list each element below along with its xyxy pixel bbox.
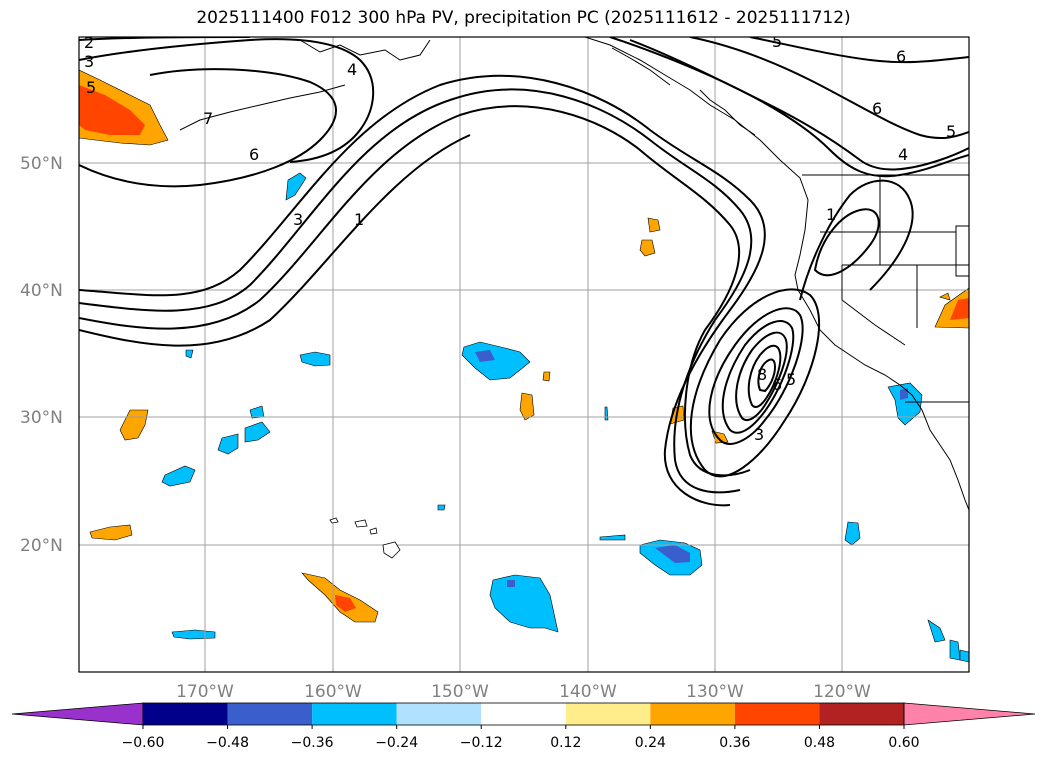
precip-negative-patch (244, 421, 271, 443)
colorbar-tick-label: 0.60 (888, 735, 919, 751)
contour-label: 5 (946, 122, 956, 141)
colorbar-extend-max (903, 702, 1036, 726)
precip-positive-core (335, 595, 356, 612)
contour-label: 3 (293, 210, 303, 229)
contour-label: 1 (354, 210, 364, 229)
map-frame (78, 36, 970, 673)
lon-label: 160°W (304, 682, 362, 702)
lat-label: 30°N (20, 408, 63, 428)
precip-negative-core (475, 350, 495, 362)
lat-label: 50°N (20, 154, 63, 174)
contour-label: 6 (772, 375, 782, 394)
precip-positive-core (950, 298, 969, 320)
colorbar-tick-label: −0.60 (122, 735, 165, 751)
lat-label: 20°N (20, 536, 63, 556)
colorbar-extend-min (11, 702, 144, 726)
colorbar-segment (396, 703, 482, 725)
precip-negative-patch (161, 465, 196, 487)
borders (802, 174, 969, 403)
colorbar-segment (734, 703, 820, 725)
colorbar-segment (565, 703, 651, 725)
precip-positive-patch (939, 292, 951, 301)
contour-label: 5 (772, 32, 782, 51)
colorbar-segment (650, 703, 735, 725)
contour-label: 8 (757, 365, 767, 384)
precip-negative-core (900, 388, 908, 400)
precip-negative-patch (437, 504, 446, 511)
precip-negative-patch (185, 349, 194, 359)
lon-label: 120°W (813, 682, 871, 702)
precip-positive-patch (89, 524, 133, 541)
colorbar-tick-label: −0.48 (206, 735, 249, 751)
precip-negative-patch (927, 619, 946, 643)
longitude-labels: 170°W 160°W 150°W 140°W 130°W 120°W (176, 682, 871, 702)
contour-label: 3 (84, 52, 94, 71)
contour-label: 5 (86, 78, 96, 97)
lon-label: 150°W (431, 682, 489, 702)
lat-label: 40°N (20, 281, 63, 301)
contour-label: 6 (249, 145, 259, 164)
contour-label: 6 (896, 47, 906, 66)
map-area: 2 3 5 7 6 3 1 4 5 6 6 5 4 8 6 5 3 1 (79, 32, 969, 672)
colorbar-tick-label: 0.12 (550, 735, 581, 751)
lon-label: 140°W (559, 682, 617, 702)
contour-label: 4 (898, 145, 908, 164)
colorbar: −0.60 −0.48 −0.36 −0.24 −0.12 0.12 0.24 0.36 0.4… (11, 702, 1036, 751)
map-title: 2025111400 F012 300 hPa PV, precipitatio… (196, 8, 851, 28)
colorbar-tick-label: −0.24 (375, 735, 418, 751)
precip-negative-core (655, 545, 690, 563)
precip-negative-patch (844, 521, 861, 546)
colorbar-segment (312, 703, 397, 725)
gridlines (79, 37, 969, 672)
contour-label: 5 (786, 370, 796, 389)
contour-label: 4 (347, 60, 357, 79)
islands (329, 517, 401, 559)
precip-negative-patch (599, 534, 626, 541)
coastlines (179, 37, 969, 511)
colorbar-tick-label: 0.36 (719, 735, 750, 751)
precip-positive-core (79, 85, 145, 135)
precip-negative-patch (217, 433, 239, 455)
precip-positive-patch (647, 217, 661, 233)
colorbar-frame (142, 702, 905, 726)
colorbar-tick-label: −0.36 (291, 735, 334, 751)
lon-label: 130°W (686, 682, 744, 702)
precip-negative-patch (887, 382, 923, 426)
colorbar-segment (227, 703, 313, 725)
colorbar-segment (481, 703, 566, 725)
colorbar-segment (143, 703, 228, 725)
pv-contours (79, 37, 969, 507)
precipitation-fills (79, 69, 969, 663)
contour-label: 1 (826, 205, 836, 224)
precip-negative-patch (285, 172, 307, 201)
contour-labels: 2 3 5 7 6 3 1 4 5 6 6 5 4 8 6 5 3 1 (84, 32, 956, 444)
colorbar-tick-label: −0.12 (460, 735, 503, 751)
precip-negative-patch (299, 351, 331, 367)
colorbar-tick-label: 0.48 (804, 735, 835, 751)
contour-label: 2 (84, 33, 94, 52)
colorbar-segment (819, 703, 904, 725)
precip-negative-patch (489, 574, 559, 633)
precip-positive-patch (542, 371, 551, 382)
precip-negative-patch (959, 649, 969, 663)
colorbar-tick-label: 0.24 (635, 735, 666, 751)
precip-positive-patch (639, 239, 656, 257)
precip-negative-patch (171, 629, 216, 640)
contour-label: 3 (754, 425, 764, 444)
contour-label: 7 (203, 109, 213, 128)
contour-label: 6 (872, 99, 882, 118)
lon-label: 170°W (176, 682, 234, 702)
latitude-labels: 50°N 40°N 30°N 20°N (20, 154, 63, 556)
precip-negative-core (507, 580, 515, 587)
